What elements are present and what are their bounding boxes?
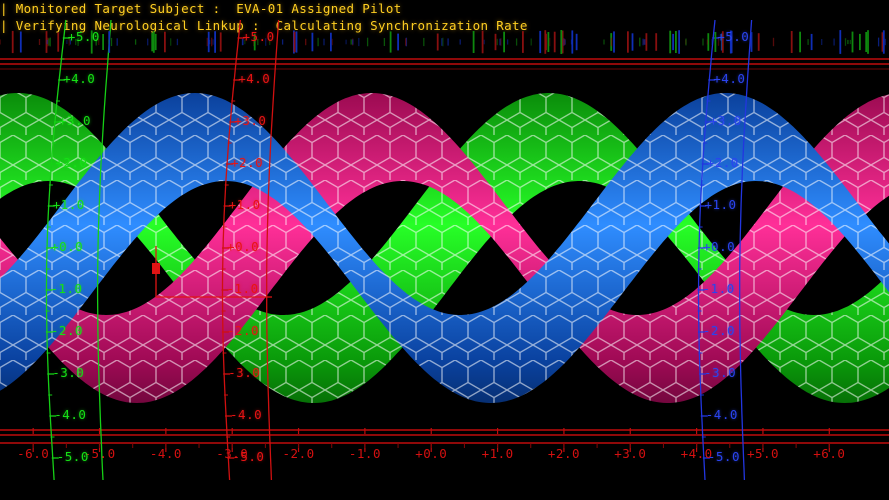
top-rules bbox=[0, 58, 889, 70]
blue-axis-label-9: -4.0 bbox=[705, 407, 738, 422]
blue-axis-label-2: +3.0 bbox=[709, 113, 742, 128]
green-axis-label-0: +5.0 bbox=[67, 29, 100, 44]
green-axis-label-3: +2.0 bbox=[55, 155, 88, 170]
red-axis-ticks bbox=[221, 37, 245, 459]
green-axis-label-2: +3.0 bbox=[58, 113, 92, 128]
blue-axis-label-7: -2.0 bbox=[702, 323, 736, 338]
x-axis-minor-ticks bbox=[32, 443, 830, 448]
blue-axis-label-8: -3.0 bbox=[704, 365, 737, 380]
x-axis-label-3: -3.0 bbox=[216, 446, 249, 461]
blue-axis bbox=[697, 19, 753, 481]
x-axis-label-8: +2.0 bbox=[547, 446, 581, 461]
blue-axis-label-5: +0.0 bbox=[703, 239, 736, 254]
green-axis-label-6: -1.0 bbox=[50, 281, 83, 296]
red-axis-label-0: +5.0 bbox=[242, 29, 275, 44]
green-axis-label-10: -5.0 bbox=[56, 449, 89, 464]
red-axis-label-3: +2.0 bbox=[231, 155, 264, 170]
x-axis-label-2: -4.0 bbox=[149, 446, 182, 461]
red-axis-label-6: -1.0 bbox=[226, 281, 259, 296]
blue-axis-label-4: +1.0 bbox=[704, 197, 737, 212]
green-axis-label-8: -3.0 bbox=[52, 365, 85, 380]
blue-axis-label-6: -1.0 bbox=[702, 281, 735, 296]
green-axis-ticks bbox=[45, 37, 70, 459]
red-axis-label-9: -4.0 bbox=[230, 407, 263, 422]
green-axis-label-5: +0.0 bbox=[51, 239, 84, 254]
bottom-rules bbox=[0, 429, 889, 444]
x-axis-label-6: +0.0 bbox=[415, 446, 448, 461]
red-axis-label-8: -3.0 bbox=[228, 365, 261, 380]
x-axis-label-7: +1.0 bbox=[481, 446, 514, 461]
red-axis-label-7: -2.0 bbox=[226, 323, 260, 338]
red-axis bbox=[221, 19, 280, 481]
x-axis-label-12: +6.0 bbox=[813, 446, 846, 461]
x-axis-label-5: -1.0 bbox=[348, 446, 381, 461]
selection-box[interactable] bbox=[152, 246, 272, 298]
blue-axis-label-3: +2.0 bbox=[706, 155, 739, 170]
green-axis-label-1: +4.0 bbox=[63, 71, 96, 86]
blue-axis-label-0: +5.0 bbox=[717, 29, 750, 44]
x-axis-label-10: +4.0 bbox=[680, 446, 713, 461]
red-axis-label-4: +1.0 bbox=[228, 197, 261, 212]
x-axis-label-4: -2.0 bbox=[282, 446, 315, 461]
blue-axis-label-10: -5.0 bbox=[707, 449, 740, 464]
green-axis-label-4: +1.0 bbox=[52, 197, 85, 212]
green-axis-label-7: -2.0 bbox=[50, 323, 83, 338]
green-axis-label-9: -4.0 bbox=[54, 407, 87, 422]
blue-axis-label-1: +4.0 bbox=[713, 71, 746, 86]
red-axis-label-2: +3.0 bbox=[234, 113, 267, 128]
red-axis-label-5: +0.0 bbox=[227, 239, 260, 254]
x-axis-label-0: -6.0 bbox=[17, 446, 50, 461]
red-axis-label-1: +4.0 bbox=[238, 71, 271, 86]
x-axis-label-1: -5.0 bbox=[83, 446, 116, 461]
x-axis-label-11: +5.0 bbox=[746, 446, 780, 461]
x-axis-label-9: +3.0 bbox=[614, 446, 647, 461]
green-axis bbox=[45, 19, 112, 481]
red-axis-label-10: -5.0 bbox=[232, 449, 265, 464]
